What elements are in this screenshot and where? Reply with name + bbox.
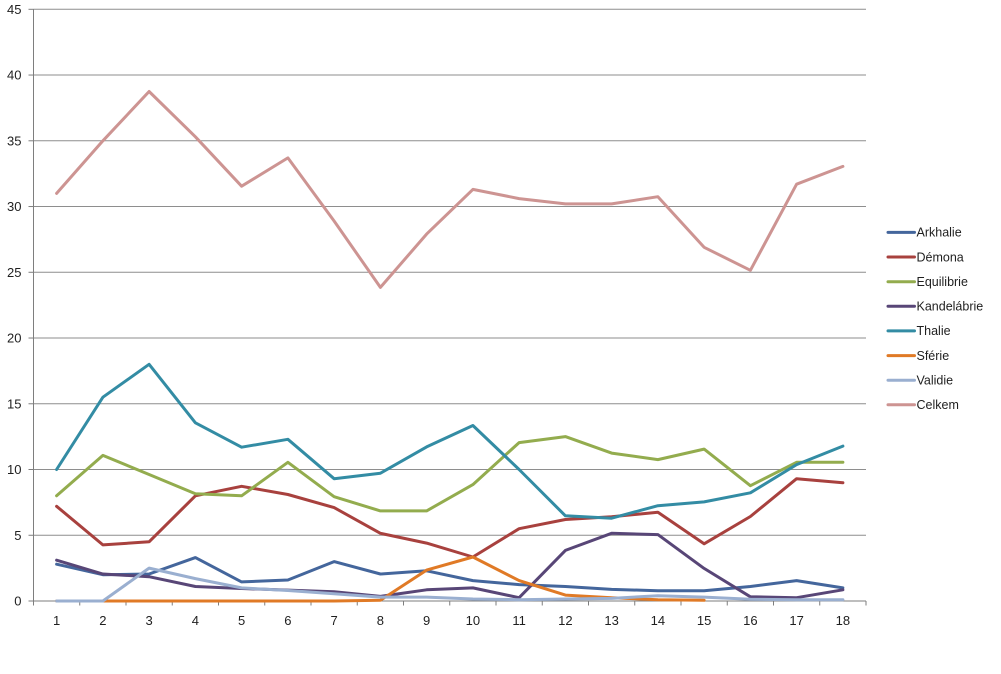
svg-text:18: 18	[836, 613, 850, 628]
svg-text:Equilibrie: Equilibrie	[917, 275, 968, 289]
svg-text:9: 9	[423, 613, 430, 628]
svg-text:Arkhalie: Arkhalie	[917, 226, 962, 240]
svg-text:8: 8	[377, 613, 384, 628]
svg-text:17: 17	[789, 613, 803, 628]
svg-text:0: 0	[14, 594, 21, 609]
svg-text:Celkem: Celkem	[917, 398, 959, 412]
svg-text:12: 12	[558, 613, 572, 628]
svg-text:Sférie: Sférie	[917, 349, 950, 363]
svg-text:45: 45	[7, 2, 21, 17]
svg-text:20: 20	[7, 331, 21, 346]
svg-text:16: 16	[743, 613, 757, 628]
svg-text:5: 5	[14, 528, 21, 543]
svg-text:13: 13	[604, 613, 618, 628]
svg-text:15: 15	[7, 396, 21, 411]
svg-text:Démona: Démona	[917, 250, 964, 264]
svg-text:1: 1	[53, 613, 60, 628]
svg-text:6: 6	[284, 613, 291, 628]
svg-text:4: 4	[192, 613, 199, 628]
svg-text:Thalie: Thalie	[917, 324, 951, 338]
svg-text:Validie: Validie	[917, 374, 954, 388]
svg-text:11: 11	[512, 613, 526, 628]
svg-text:40: 40	[7, 68, 21, 83]
svg-text:3: 3	[145, 613, 152, 628]
svg-text:7: 7	[330, 613, 337, 628]
svg-text:5: 5	[238, 613, 245, 628]
svg-text:10: 10	[466, 613, 480, 628]
svg-text:15: 15	[697, 613, 711, 628]
svg-text:25: 25	[7, 265, 21, 280]
svg-text:Kandelábrie: Kandelábrie	[917, 300, 984, 314]
svg-text:10: 10	[7, 462, 21, 477]
svg-text:35: 35	[7, 133, 21, 148]
svg-text:14: 14	[651, 613, 665, 628]
svg-text:2: 2	[99, 613, 106, 628]
svg-text:30: 30	[7, 199, 21, 214]
